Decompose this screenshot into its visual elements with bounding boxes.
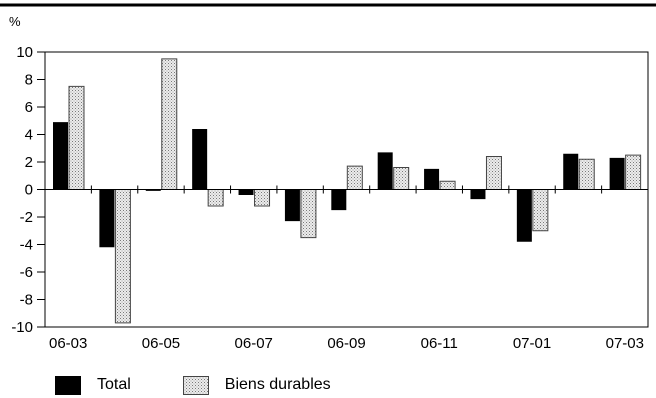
y-tick-label: -10 <box>11 319 33 336</box>
y-unit-label: % <box>9 14 21 29</box>
bar-total <box>424 168 440 190</box>
bar-biens-durables <box>532 189 549 232</box>
bar-total <box>470 189 486 200</box>
x-tick-label: 07-03 <box>606 335 644 352</box>
legend-item-total: Total <box>55 375 131 395</box>
bar-biens-durables <box>485 156 502 190</box>
bar-biens-durables <box>68 85 85 190</box>
x-tick-label: 06-07 <box>235 335 273 352</box>
legend-label-total: Total <box>97 376 131 393</box>
bar-total <box>516 189 532 242</box>
legend: Total Biens durables <box>55 374 383 396</box>
bar-biens-durables <box>439 180 456 190</box>
bar-biens-durables <box>578 158 595 190</box>
bar-total <box>563 153 579 190</box>
bar-biens-durables <box>346 165 363 190</box>
x-tick-label: 07-01 <box>513 335 551 352</box>
y-tick-label: 10 <box>16 44 33 61</box>
y-tick-label: 6 <box>25 99 33 116</box>
bar-biens-durables <box>161 58 178 190</box>
x-tick-label: 06-11 <box>421 335 458 352</box>
legend-item-biens-durables: Biens durables <box>182 375 331 395</box>
bar-total <box>284 189 300 222</box>
plot-frame <box>44 51 649 328</box>
x-tick-label: 06-03 <box>49 335 87 352</box>
y-axis-ticks: 10 8 6 4 2 0 -2 -4 -6 -8 -10 <box>11 44 45 336</box>
bar-biens-durables <box>625 154 642 190</box>
y-tick-label: -6 <box>20 264 33 281</box>
bar-biens-durables <box>207 189 224 207</box>
legend-swatch-total <box>55 375 81 395</box>
bar-total <box>53 122 68 190</box>
legend-label-biens-durables: Biens durables <box>224 376 331 393</box>
y-tick-label: -8 <box>20 292 33 309</box>
y-tick-label: 0 <box>25 182 33 199</box>
bar-biens-durables <box>393 167 410 190</box>
y-tick-label: -2 <box>20 209 33 226</box>
bar-total <box>377 152 393 190</box>
x-tick-label: 06-09 <box>327 335 365 352</box>
bar-total <box>99 189 115 248</box>
bar-biens-durables <box>254 189 271 207</box>
bar-total <box>238 189 254 195</box>
bar-total <box>331 189 347 211</box>
bar-total <box>609 157 625 190</box>
bar-total <box>145 189 161 191</box>
bars-layer <box>53 58 642 324</box>
bar-total <box>192 129 208 190</box>
bar-biens-durables <box>114 189 131 324</box>
y-tick-label: 4 <box>25 127 33 144</box>
bar-chart: % 10 8 6 4 2 0 -2 -4 -6 -8 -10 06-03 06-05 06-07 06-0… <box>0 3 656 352</box>
bar-biens-durables <box>300 189 317 239</box>
y-tick-label: -4 <box>20 237 33 254</box>
y-tick-label: 2 <box>25 154 33 171</box>
legend-swatch-biens-durables <box>182 375 209 395</box>
x-tick-label: 06-05 <box>142 335 180 352</box>
y-tick-label: 8 <box>25 72 33 89</box>
